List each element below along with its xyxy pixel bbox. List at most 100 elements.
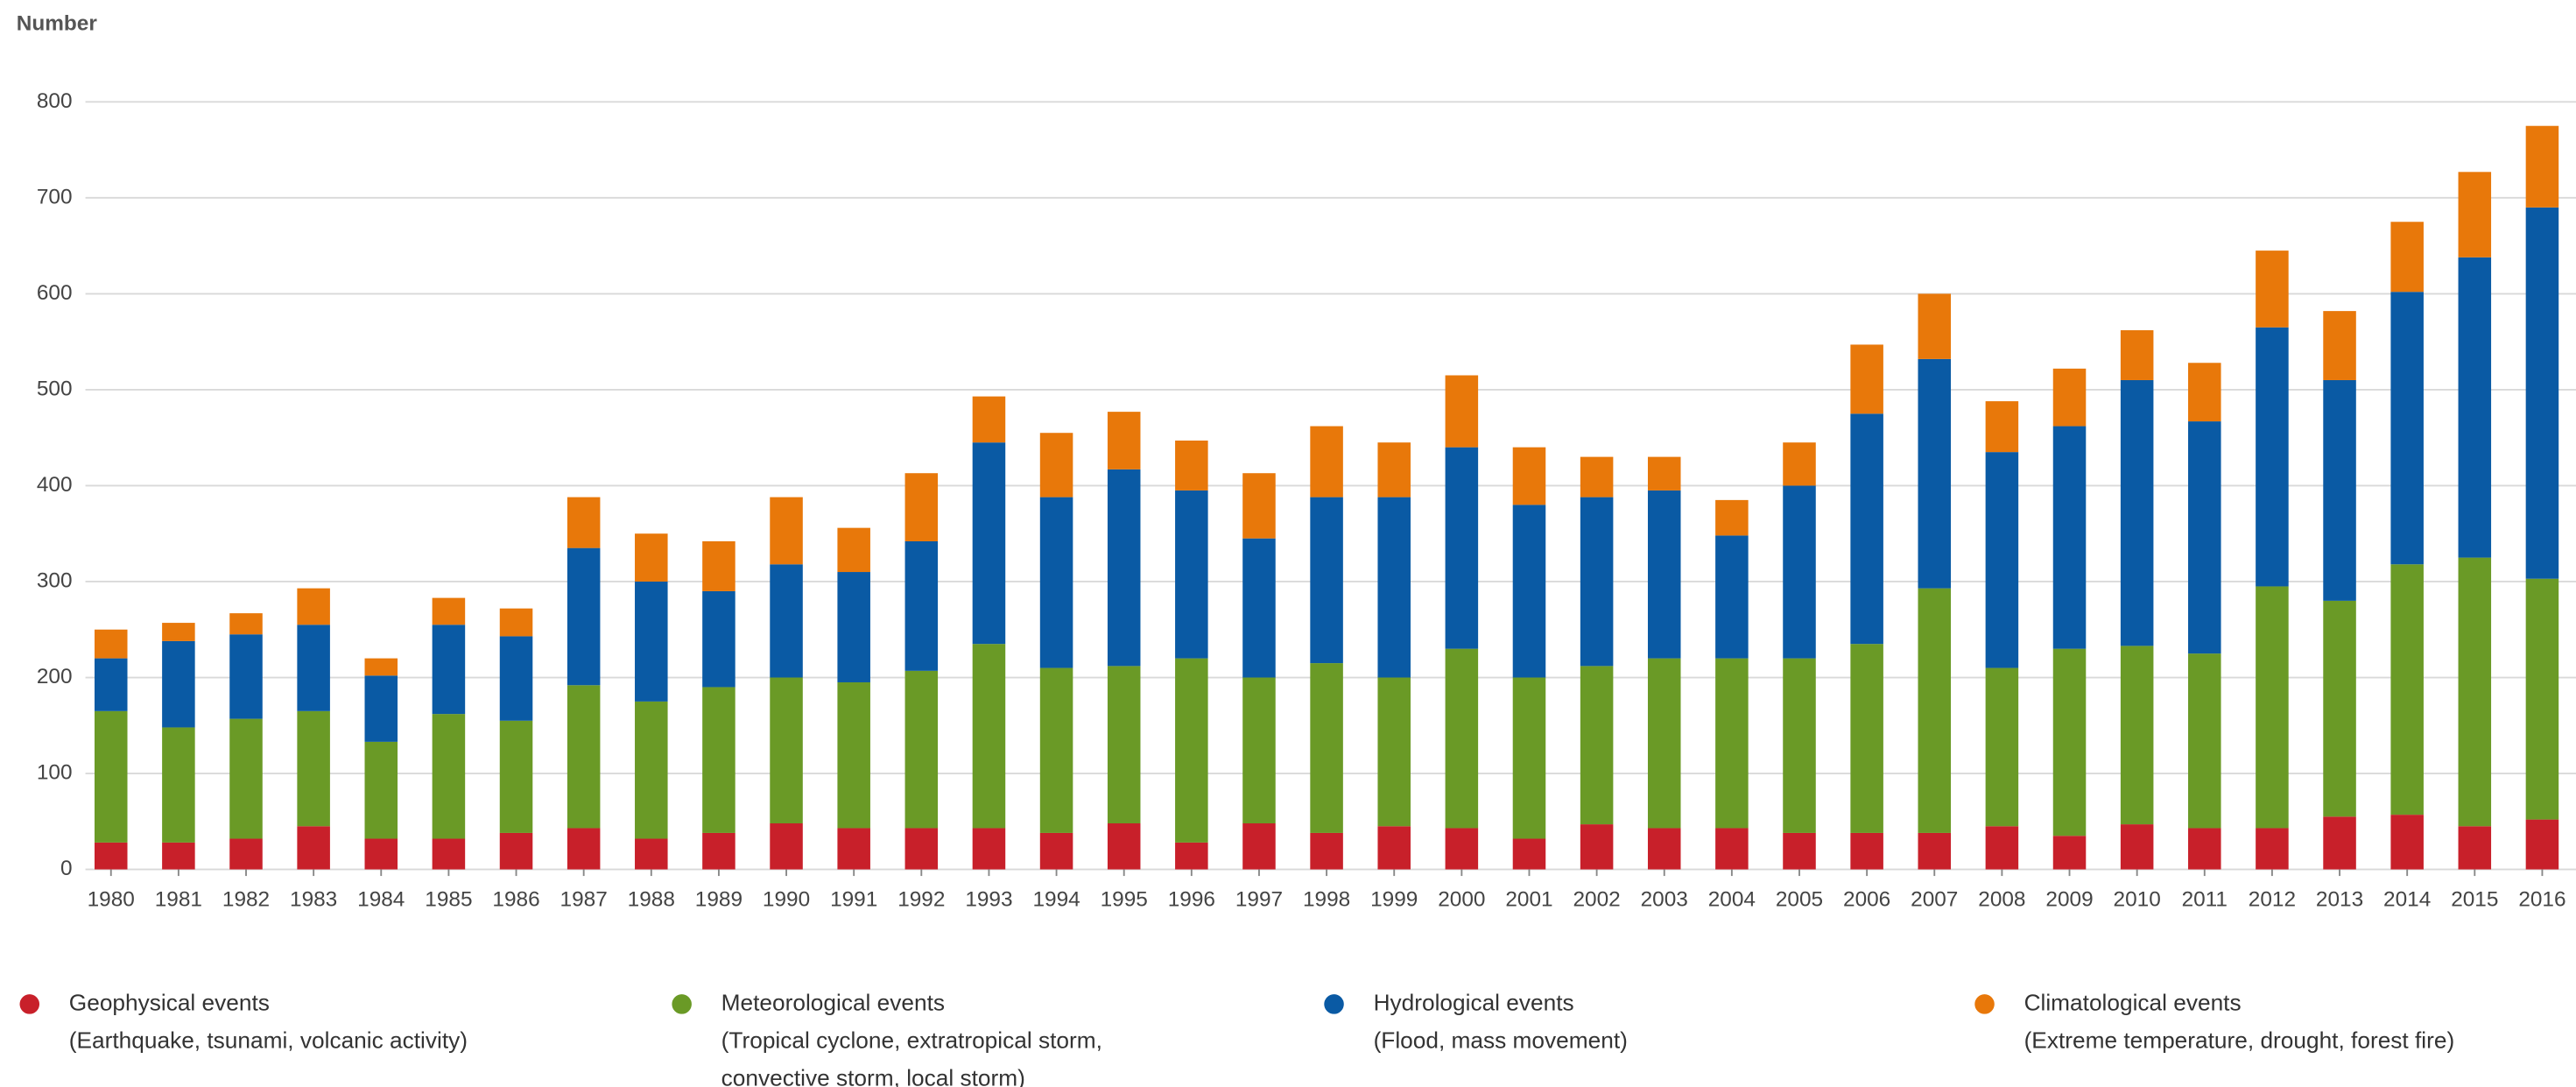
x-tick-label: 1992: [897, 888, 945, 912]
bar-segment: [635, 701, 668, 839]
bar-segment: [837, 572, 870, 682]
bar-segment: [1850, 832, 1883, 870]
bar-segment: [2525, 578, 2559, 820]
bar-segment: [635, 533, 668, 582]
bar-segment: [432, 838, 466, 870]
bar-segment: [567, 685, 601, 829]
bar-segment: [1310, 426, 1343, 498]
bar-segment: [1715, 828, 1749, 870]
bar-segment: [1377, 677, 1411, 827]
x-tick-label: 2009: [2045, 888, 2093, 912]
bar-segment: [1918, 588, 1952, 833]
bar-segment: [162, 623, 195, 641]
bar-segment: [837, 681, 870, 829]
y-tick-label: 800: [37, 89, 73, 113]
x-tick-label: 2016: [2518, 888, 2565, 912]
bar-segment: [1377, 497, 1411, 678]
x-tick-label: 1983: [290, 888, 337, 912]
bar-segment: [1715, 658, 1749, 829]
bar-segment: [567, 547, 601, 686]
bar-segment: [1647, 456, 1681, 491]
bar-segment: [2323, 816, 2356, 870]
legend-marker: [1974, 994, 1995, 1014]
bar-segment: [2052, 368, 2087, 427]
bar-segment: [162, 842, 195, 870]
legend-marker: [1324, 994, 1344, 1014]
bar-segment: [972, 644, 1006, 829]
bar-segment: [2188, 421, 2221, 654]
bar-segment: [229, 634, 263, 719]
x-tick-label: 2010: [2114, 888, 2161, 912]
bar-segment: [2052, 836, 2087, 870]
bar-segment: [635, 838, 668, 870]
bar-segment: [972, 396, 1006, 443]
bar-segment: [432, 597, 466, 625]
y-tick-label: 500: [37, 377, 73, 400]
bar-segment: [1715, 499, 1749, 536]
bar-segment: [770, 564, 803, 678]
x-tick-label: 1982: [222, 888, 270, 912]
x-tick-label: 1991: [830, 888, 877, 912]
legend-marker: [672, 994, 692, 1014]
bar-segment: [1175, 842, 1208, 870]
legend-label: Meteorological events: [721, 989, 945, 1015]
bar-segment: [364, 741, 398, 839]
bar-segment: [2458, 172, 2492, 258]
bar-segment: [2188, 363, 2221, 422]
bar-segment: [94, 629, 128, 659]
bar-segment: [1445, 648, 1479, 829]
bar-segment: [499, 608, 533, 637]
bar-segment: [2525, 125, 2559, 208]
x-tick-label: 1980: [88, 888, 135, 912]
bar-segment: [1783, 485, 1816, 659]
x-tick-label: 2003: [1641, 888, 1688, 912]
bar-segment: [2390, 292, 2424, 565]
bar-segment: [1377, 442, 1411, 498]
bar-segment: [1512, 447, 1546, 505]
bar-segment: [702, 540, 735, 591]
bar-segment: [2525, 819, 2559, 870]
bar-segment: [1175, 440, 1208, 491]
bar-segment: [2390, 222, 2424, 293]
x-tick-label: 2011: [2182, 888, 2228, 912]
bar-segment: [2052, 426, 2087, 649]
bar-segment: [297, 588, 330, 625]
bar-segment: [2188, 653, 2221, 829]
bar-segment: [1850, 344, 1883, 414]
bar-segment: [1647, 490, 1681, 659]
x-tick-label: 1988: [628, 888, 675, 912]
bar-segment: [229, 718, 263, 839]
bar-segment: [1039, 832, 1073, 870]
bar-segment: [1039, 433, 1073, 498]
bar-segment: [1580, 666, 1614, 825]
bar-segment: [364, 675, 398, 742]
bar-segment: [1107, 822, 1141, 870]
bar-segment: [2323, 379, 2356, 601]
x-tick-label: 2000: [1438, 888, 1485, 912]
bar-segment: [2390, 564, 2424, 815]
bar-segment: [1039, 497, 1073, 668]
bar-segment: [364, 838, 398, 870]
bar-segment: [2256, 327, 2289, 587]
bar-segment: [1310, 497, 1343, 664]
bar-segment: [1985, 401, 2019, 453]
bar-segment: [1783, 832, 1816, 870]
x-tick-label: 2006: [1843, 888, 1890, 912]
bar-segment: [2052, 648, 2087, 836]
bar-segment: [635, 581, 668, 702]
bar-segment: [770, 822, 803, 870]
bar-segment: [1512, 505, 1546, 678]
legend-description: (Earthquake, tsunami, volcanic activity): [69, 1027, 468, 1054]
legend-description: (Tropical cyclone, extratropical storm,: [721, 1027, 1102, 1054]
x-tick-label: 1996: [1168, 888, 1215, 912]
bar-segment: [297, 710, 330, 827]
bar-segment: [2525, 207, 2559, 579]
y-tick-label: 400: [37, 473, 73, 497]
bar-segment: [1918, 293, 1952, 359]
bar-segment: [972, 442, 1006, 645]
bar-segment: [94, 842, 128, 870]
bar-segment: [2120, 379, 2154, 646]
bar-segment: [94, 658, 128, 711]
bar-segment: [702, 832, 735, 870]
